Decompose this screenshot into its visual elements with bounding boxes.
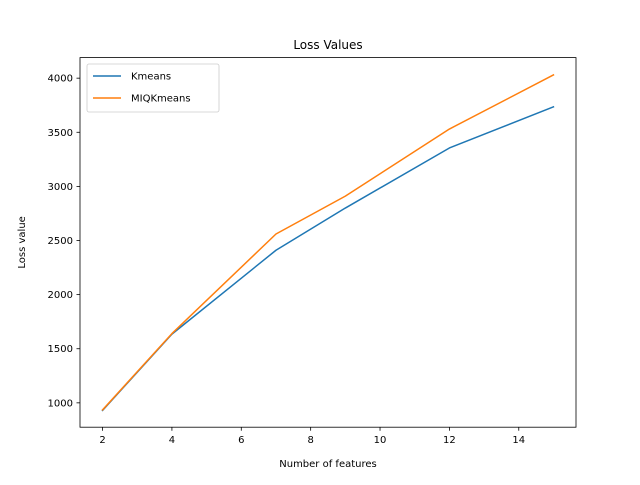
x-tick-label: 2	[99, 435, 105, 446]
y-tick-label: 2500	[48, 236, 73, 247]
legend-label-miqkmeans: MIQKmeans	[131, 94, 191, 105]
chart-title: Loss Values	[293, 38, 362, 52]
legend-label-kmeans: Kmeans	[131, 72, 171, 83]
axis-ticks: 2 4 6 8 10 12 14 1000 1500 2000 2500 3000 3500 4000	[48, 74, 526, 447]
y-axis-label: Loss value	[17, 216, 28, 268]
y-tick-label: 4000	[48, 74, 73, 85]
legend: Kmeans MIQKmeans	[86, 63, 220, 113]
y-tick-label: 2000	[48, 290, 73, 301]
plot-area-frame	[79, 57, 577, 428]
y-tick-label: 3500	[48, 128, 73, 139]
series-line-miqkmeans	[101, 73, 555, 411]
y-tick-label: 3000	[48, 182, 73, 193]
y-tick-label: 1500	[48, 344, 73, 355]
x-tick-label: 10	[374, 435, 387, 446]
x-tick-label: 4	[169, 435, 175, 446]
x-tick-label: 14	[512, 435, 525, 446]
y-tick-label: 1000	[48, 398, 73, 409]
x-tick-label: 6	[238, 435, 244, 446]
x-axis-label: Number of features	[279, 459, 376, 470]
x-tick-label: 12	[443, 435, 456, 446]
x-tick-label: 8	[307, 435, 313, 446]
series-lines	[101, 73, 555, 412]
